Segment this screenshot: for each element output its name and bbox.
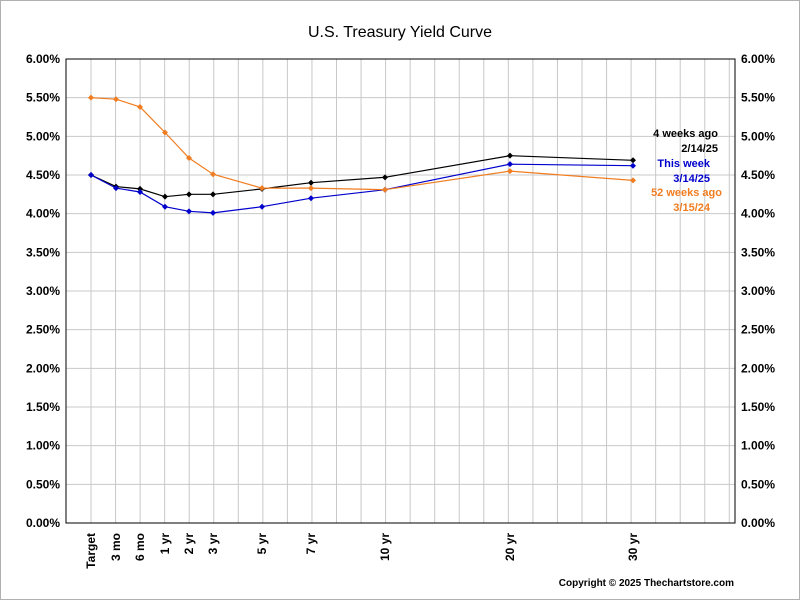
series-point [210, 171, 216, 178]
series-point [308, 185, 314, 192]
legend-label: 4 weeks ago [653, 128, 718, 140]
x-tick-label: 3 mo [109, 533, 123, 561]
x-tick-label: 7 yr [304, 533, 318, 555]
series-point [186, 208, 192, 215]
x-tick-label: Target [84, 533, 98, 569]
series-point [507, 152, 513, 159]
x-tick-label: 6 mo [133, 533, 147, 561]
series-point [259, 185, 265, 192]
series-point [186, 191, 192, 198]
y-tick-label-left: 2.50% [26, 323, 60, 337]
y-tick-label-right: 6.00% [741, 52, 775, 66]
series-point [308, 179, 314, 186]
y-tick-label-right: 5.50% [741, 91, 775, 105]
y-tick-label-left: 4.00% [26, 207, 60, 221]
x-tick-label: 1 yr [158, 533, 172, 555]
series-point [137, 189, 143, 196]
legend-label: This week [657, 158, 710, 170]
plot-border [65, 58, 736, 524]
y-tick-label-right: 0.00% [741, 516, 775, 530]
series-point [382, 174, 388, 181]
y-tick-label-left: 3.50% [26, 245, 60, 259]
y-tick-label-right: 4.50% [741, 168, 775, 182]
series-point [507, 161, 513, 168]
y-tick-label-right: 3.00% [741, 284, 775, 298]
x-tick-label: 5 yr [255, 533, 269, 555]
y-tick-label-left: 5.50% [26, 91, 60, 105]
legend-label: 52 weeks ago [651, 187, 722, 199]
x-tick-label: 20 yr [503, 533, 517, 561]
y-tick-label-left: 6.00% [26, 52, 60, 66]
series-point [382, 186, 388, 193]
y-tick-label-right: 3.50% [741, 245, 775, 259]
y-tick-label-left: 0.50% [26, 477, 60, 491]
x-tick-label: 30 yr [626, 533, 640, 561]
series-point [162, 193, 168, 200]
plot-area: 0.00% 0.00% 0.50% 0.50% 1.00% 1.00% 1.50% 1.50%… [26, 52, 775, 569]
series-point [137, 103, 143, 110]
y-tick-label-left: 1.00% [26, 439, 60, 453]
series-point [162, 203, 168, 210]
y-tick-label-left: 1.50% [26, 400, 60, 414]
series-point [113, 185, 119, 192]
legend-label: 3/14/25 [673, 173, 710, 185]
series-point [308, 195, 314, 202]
y-tick-label-right: 2.50% [741, 323, 775, 337]
series-point [630, 177, 636, 184]
series-point [88, 94, 94, 101]
y-tick-label-right: 0.50% [741, 477, 775, 491]
y-tick-label-left: 0.00% [26, 516, 60, 530]
y-tick-label-right: 4.00% [741, 207, 775, 221]
y-tick-label-right: 5.00% [741, 129, 775, 143]
series-point [186, 154, 192, 161]
series-point [630, 162, 636, 169]
x-tick-label: 2 yr [182, 533, 196, 555]
legend-label: 3/15/24 [673, 202, 711, 214]
chart-title: U.S. Treasury Yield Curve [308, 24, 492, 41]
y-tick-label-left: 4.50% [26, 168, 60, 182]
y-tick-label-left: 2.00% [26, 361, 60, 375]
y-tick-label-right: 1.00% [741, 439, 775, 453]
series-point [162, 129, 168, 136]
series-point [630, 157, 636, 164]
series-point [113, 96, 119, 103]
y-tick-label-right: 1.50% [741, 400, 775, 414]
series-point [210, 191, 216, 198]
series-point [259, 203, 265, 210]
series-point [210, 209, 216, 216]
y-tick-label-right: 2.00% [741, 361, 775, 375]
x-tick-label: 3 yr [206, 533, 220, 555]
legend-label: 2/14/25 [681, 143, 718, 155]
x-tick-label: 10 yr [378, 533, 392, 561]
y-tick-label-left: 5.00% [26, 129, 60, 143]
copyright-text: Copyright © 2025 Thechartstore.com [559, 578, 734, 589]
y-tick-label-left: 3.00% [26, 284, 60, 298]
series-point [88, 172, 94, 178]
series-point [137, 185, 143, 192]
series-point [507, 168, 513, 175]
